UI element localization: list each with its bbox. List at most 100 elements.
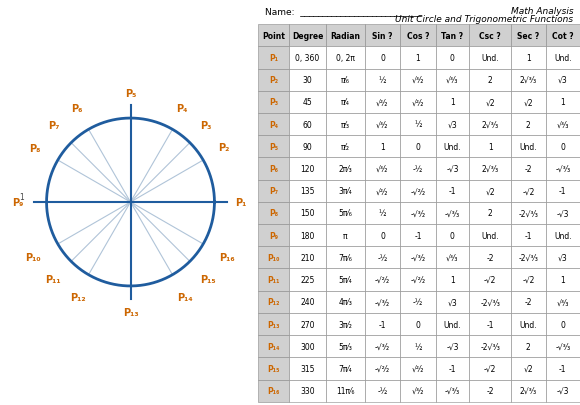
Text: 1: 1 <box>19 193 24 202</box>
Text: -½: -½ <box>378 253 387 262</box>
Text: -√³⁄₃: -√³⁄₃ <box>445 209 460 218</box>
Text: 2√³⁄₃: 2√³⁄₃ <box>520 76 537 85</box>
Bar <box>546 358 580 379</box>
Bar <box>469 291 511 313</box>
Text: -2√³⁄₃: -2√³⁄₃ <box>519 253 538 262</box>
Bar <box>258 224 289 247</box>
Text: √3: √3 <box>558 253 568 262</box>
Bar <box>258 313 289 335</box>
Bar <box>511 291 546 313</box>
Bar <box>258 247 289 269</box>
Text: P₁₁: P₁₁ <box>267 275 280 284</box>
Text: √²⁄₂: √²⁄₂ <box>376 98 389 107</box>
Bar <box>436 358 469 379</box>
Bar <box>400 358 436 379</box>
Text: 2: 2 <box>488 209 492 218</box>
Bar <box>326 47 365 69</box>
Text: Und.: Und. <box>520 320 537 329</box>
Text: 5π⁄₄: 5π⁄₄ <box>338 275 352 284</box>
Bar <box>400 335 436 358</box>
Text: √³⁄₂: √³⁄₂ <box>412 76 424 85</box>
Text: 1: 1 <box>450 98 455 107</box>
Text: 1: 1 <box>560 98 565 107</box>
Text: Tan ?: Tan ? <box>441 32 463 40</box>
Text: 0: 0 <box>415 320 420 329</box>
Text: 3π⁄₄: 3π⁄₄ <box>338 187 352 196</box>
Bar <box>469 25 511 47</box>
Bar <box>511 335 546 358</box>
Text: -2: -2 <box>487 386 494 395</box>
Text: √²⁄₂: √²⁄₂ <box>412 364 424 373</box>
Text: P₁₁: P₁₁ <box>45 275 61 285</box>
Text: 45: 45 <box>303 98 313 107</box>
Bar <box>258 379 289 402</box>
Text: -2√³⁄₃: -2√³⁄₃ <box>480 298 500 307</box>
Bar <box>258 335 289 358</box>
Bar <box>365 247 400 269</box>
Bar <box>546 47 580 69</box>
Text: -√³⁄₂: -√³⁄₂ <box>411 253 426 262</box>
Bar <box>258 92 289 114</box>
Text: √³⁄₂: √³⁄₂ <box>376 165 389 174</box>
Text: 0, 360: 0, 360 <box>295 54 320 63</box>
Bar <box>326 335 365 358</box>
Text: 3π⁄₂: 3π⁄₂ <box>338 320 352 329</box>
Text: -½: -½ <box>378 386 387 395</box>
Text: -√2: -√2 <box>484 364 496 373</box>
Bar <box>400 224 436 247</box>
Bar <box>400 136 436 158</box>
Bar <box>511 136 546 158</box>
Text: Name:  ___________________________: Name: ___________________________ <box>264 7 421 16</box>
Text: 2√³⁄₃: 2√³⁄₃ <box>481 165 499 174</box>
Text: P₄: P₄ <box>269 120 278 129</box>
Text: ½: ½ <box>414 120 422 129</box>
Text: Und.: Und. <box>554 54 571 63</box>
Text: 11π⁄₆: 11π⁄₆ <box>336 386 354 395</box>
Text: 1: 1 <box>450 275 455 284</box>
Bar <box>400 291 436 313</box>
Text: P₁₃: P₁₃ <box>267 320 280 329</box>
Bar <box>365 25 400 47</box>
Text: -1: -1 <box>559 364 567 373</box>
Text: -√2: -√2 <box>522 275 535 284</box>
Text: 0: 0 <box>450 54 455 63</box>
Bar <box>326 269 365 291</box>
Bar <box>289 291 326 313</box>
Bar <box>511 247 546 269</box>
Text: √3: √3 <box>448 298 457 307</box>
Bar <box>326 291 365 313</box>
Text: P₁₄: P₁₄ <box>177 292 193 302</box>
Bar <box>289 47 326 69</box>
Bar <box>289 247 326 269</box>
Bar <box>365 158 400 180</box>
Bar <box>326 224 365 247</box>
Bar <box>258 158 289 180</box>
Text: 7π⁄₄: 7π⁄₄ <box>338 364 352 373</box>
Text: π: π <box>343 231 347 240</box>
Text: -√³⁄₂: -√³⁄₂ <box>375 298 390 307</box>
Text: 300: 300 <box>300 342 315 351</box>
Bar <box>546 224 580 247</box>
Bar <box>469 247 511 269</box>
Text: √³⁄₃: √³⁄₃ <box>446 253 459 262</box>
Bar <box>400 180 436 202</box>
Bar <box>469 269 511 291</box>
Text: Point: Point <box>262 32 285 40</box>
Text: P₈: P₈ <box>269 209 278 218</box>
Bar <box>469 202 511 224</box>
Bar <box>289 180 326 202</box>
Bar <box>546 158 580 180</box>
Bar <box>289 358 326 379</box>
Bar <box>326 379 365 402</box>
Bar <box>258 291 289 313</box>
Bar <box>258 25 289 47</box>
Bar <box>511 158 546 180</box>
Bar <box>436 335 469 358</box>
Bar <box>400 269 436 291</box>
Text: √³⁄₂: √³⁄₂ <box>412 386 424 395</box>
Text: -2: -2 <box>524 165 532 174</box>
Bar <box>511 47 546 69</box>
Text: 180: 180 <box>300 231 315 240</box>
Text: -√²⁄₂: -√²⁄₂ <box>411 275 426 284</box>
Text: √2: √2 <box>524 98 533 107</box>
